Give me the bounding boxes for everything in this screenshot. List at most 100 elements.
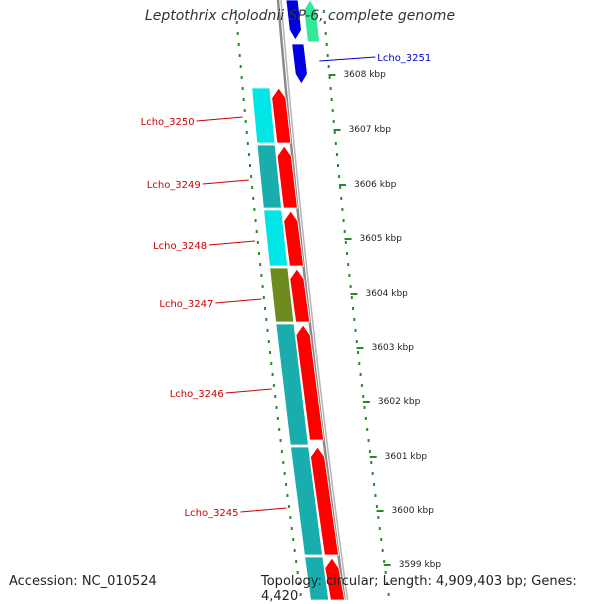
leader-line	[225, 388, 272, 394]
inner-ruler-dot	[254, 219, 257, 222]
inner-ruler-dot	[286, 494, 289, 497]
inner-ruler-dot	[293, 549, 296, 552]
inner-ruler-dot	[246, 142, 249, 145]
outer-ruler-dot	[368, 450, 371, 453]
outer-ruler-dot	[329, 87, 332, 90]
gene-label-lcho_3250: Lcho_3250	[141, 117, 195, 128]
outer-ruler-dot	[333, 131, 336, 134]
inner-ruler-dot	[253, 208, 256, 211]
outer-ruler-dot	[366, 428, 369, 431]
inner-ruler-dot	[238, 54, 241, 57]
inner-ruler-dot	[237, 43, 240, 46]
outer-ruler-dot	[375, 505, 378, 508]
gene-label-lcho_3251: Lcho_3251	[377, 53, 431, 64]
outer-ruler-dot	[332, 120, 335, 123]
outer-ruler-dot	[349, 285, 352, 288]
gene-lcho-3248-reverse	[263, 209, 288, 267]
backbone-line	[276, 0, 346, 600]
kbp-tick-label: 3601 kbp	[385, 452, 428, 462]
inner-ruler-dot	[299, 593, 302, 596]
kbp-tick-label: 3605 kbp	[360, 234, 403, 244]
gene-lcho-3250-reverse	[251, 87, 276, 144]
outer-ruler-dot	[378, 527, 381, 530]
outer-ruler-dot	[363, 406, 366, 409]
inner-ruler-dot	[256, 241, 259, 244]
gene-forward-cont	[324, 557, 346, 600]
outer-ruler-dot	[347, 263, 350, 266]
inner-ruler-dot	[258, 252, 261, 255]
gene-lcho-3251-arrow	[291, 43, 308, 85]
outer-ruler-dot	[386, 582, 389, 585]
outer-ruler-dot	[335, 153, 338, 156]
outer-ruler-dot	[343, 230, 346, 233]
outer-ruler-dot	[371, 472, 374, 475]
leader-line	[319, 56, 376, 62]
gene-lcho-3248-forward	[283, 210, 304, 267]
outer-ruler-dot	[338, 175, 341, 178]
inner-ruler-dot	[242, 98, 245, 101]
inner-ruler-dot	[280, 450, 283, 453]
outer-ruler-dot	[341, 208, 344, 211]
outer-ruler-dot	[323, 21, 326, 24]
inner-ruler-dot	[243, 109, 246, 112]
gene-lcho-3249-forward	[276, 145, 298, 209]
outer-ruler-dot	[350, 296, 353, 299]
outer-ruler-dot	[324, 32, 327, 35]
gene-lcho-3245-forward	[310, 446, 339, 556]
outer-ruler-dot	[362, 395, 365, 398]
outer-ruler-dot	[364, 417, 367, 420]
inner-ruler-dot	[274, 395, 277, 398]
outer-ruler-dot	[354, 329, 357, 332]
inner-ruler-dot	[265, 318, 268, 321]
inner-ruler-dot	[276, 417, 279, 420]
inner-ruler-dot	[287, 505, 290, 508]
inner-ruler-dot	[285, 483, 288, 486]
inner-ruler-dot	[239, 65, 242, 68]
inner-ruler-dot	[290, 527, 293, 530]
inner-ruler-dot	[247, 153, 250, 156]
gene-label-lcho_3248: Lcho_3248	[153, 241, 207, 252]
outer-ruler-dot	[380, 538, 383, 541]
outer-ruler-dot	[346, 252, 349, 255]
leader-line	[202, 179, 249, 185]
inner-ruler-dot	[240, 76, 243, 79]
kbp-tick-label: 3599 kbp	[399, 560, 442, 570]
kbp-tick-label: 3607 kbp	[349, 125, 392, 135]
inner-ruler-dot	[271, 373, 274, 376]
outer-ruler-dot	[340, 197, 343, 200]
inner-ruler-dot	[262, 296, 265, 299]
kbp-tick-label: 3603 kbp	[372, 343, 415, 353]
gene-label-lcho_3247: Lcho_3247	[159, 299, 213, 310]
outer-ruler-dot	[370, 461, 373, 464]
outer-ruler-dot	[334, 142, 337, 145]
outer-ruler-dot	[377, 516, 380, 519]
inner-ruler-dot	[267, 340, 270, 343]
outer-ruler-dot	[387, 593, 390, 596]
kbp-tick-label: 3600 kbp	[392, 506, 435, 516]
outer-ruler-dot	[367, 439, 370, 442]
inner-ruler-dot	[235, 21, 238, 24]
gene-lcho-3245-reverse	[290, 446, 323, 556]
inner-ruler-dot	[250, 175, 253, 178]
outer-ruler-dot	[328, 76, 331, 79]
inner-ruler-dot	[264, 307, 267, 310]
inner-ruler-dot	[244, 120, 247, 123]
inner-ruler-dot	[272, 384, 275, 387]
outer-ruler-dot	[358, 362, 361, 365]
outer-ruler-dot	[357, 351, 360, 354]
leader-line	[215, 298, 262, 304]
inner-ruler-dot	[275, 406, 278, 409]
outer-ruler-dot	[352, 307, 355, 310]
kbp-tick-label: 3606 kbp	[354, 180, 397, 190]
outer-ruler-dot	[359, 373, 362, 376]
outer-ruler-dot	[336, 164, 339, 167]
inner-ruler-dot	[260, 274, 263, 277]
gene-green-block	[303, 0, 321, 43]
inner-ruler-dot	[295, 560, 298, 563]
inner-ruler-dot	[278, 428, 281, 431]
outer-ruler-dot	[373, 483, 376, 486]
leader-line	[240, 507, 287, 513]
outer-ruler-dot	[353, 318, 356, 321]
gene-reverse-cont	[304, 556, 330, 600]
outer-ruler-dot	[383, 560, 386, 563]
